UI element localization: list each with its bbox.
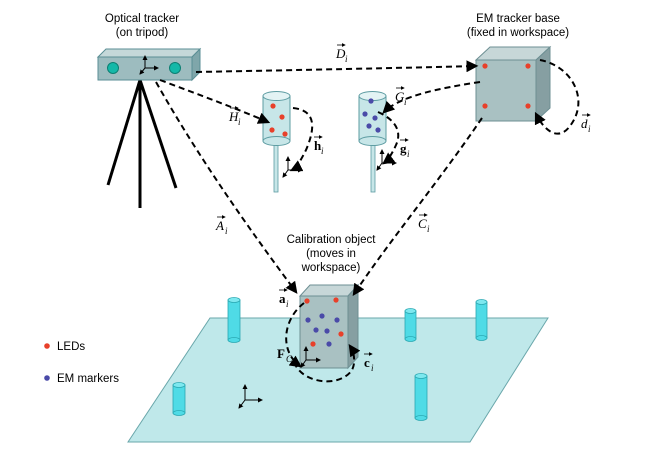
arrow-A [155, 81, 298, 294]
cylinder-5 [414, 373, 428, 421]
led-tool [262, 91, 303, 193]
svg-text:D: D [335, 46, 346, 61]
workspace-cylinders [172, 297, 488, 421]
svg-text:A: A [215, 218, 224, 233]
cylinder-2 [404, 308, 417, 342]
em-base-sublabel: (fixed in workspace) [467, 27, 569, 39]
em-tool [358, 91, 397, 193]
vector-label-G: G i [395, 86, 407, 107]
vector-label-d: d i [581, 113, 591, 134]
svg-text:C: C [418, 216, 427, 231]
cylinder-4 [172, 382, 186, 416]
vector-label-a: a i [279, 288, 289, 309]
vector-label-g: g i [400, 138, 410, 159]
legend: LEDs EM markers [44, 341, 119, 385]
svg-text:h: h [314, 138, 322, 153]
svg-text:i: i [407, 149, 410, 159]
optical-tracker-label: Optical tracker [105, 13, 179, 25]
legend-led-dot [44, 343, 50, 349]
calibration-sublabel-1: (moves in [306, 248, 356, 260]
arrow-G [382, 81, 481, 114]
svg-text:H: H [228, 109, 239, 124]
svg-text:i: i [321, 146, 324, 156]
legend-leds-label: LEDs [57, 341, 85, 353]
svg-text:a: a [279, 291, 286, 306]
arrow-d [534, 59, 580, 135]
vector-label-h: h i [314, 135, 324, 156]
frame-label-F: F C [277, 346, 293, 364]
workspace-axes [238, 384, 263, 409]
cylinder-1 [227, 297, 241, 343]
svg-text:i: i [404, 97, 407, 107]
calibration-object [298, 283, 360, 370]
vector-label-c: c i [364, 352, 374, 373]
vector-label-D: D i [335, 43, 348, 64]
svg-text:g: g [400, 141, 407, 156]
svg-text:i: i [238, 117, 241, 127]
svg-text:i: i [588, 124, 591, 134]
cylinder-3 [475, 299, 488, 341]
calibration-sublabel-2: workspace) [301, 262, 361, 274]
arrow-h [289, 107, 314, 172]
svg-text:i: i [345, 54, 348, 64]
arrow-g [377, 111, 400, 165]
vector-label-H: H i [228, 106, 241, 127]
em-base-label: EM tracker base [476, 13, 560, 25]
arrow-a [285, 302, 305, 368]
em-tracker-base [474, 45, 552, 123]
svg-text:i: i [427, 224, 430, 234]
tripod [106, 79, 178, 208]
optical-tracker [96, 47, 202, 82]
svg-text:i: i [371, 363, 374, 373]
vector-label-C: C i [418, 213, 430, 234]
arrow-D [195, 60, 479, 73]
svg-text:i: i [286, 299, 289, 309]
svg-text:C: C [286, 354, 293, 364]
optical-tracker-sublabel: (on tripod) [116, 27, 169, 39]
optical-lens-left [107, 62, 119, 74]
svg-text:i: i [225, 226, 228, 236]
svg-text:G: G [395, 89, 405, 104]
arrow-H [159, 79, 271, 124]
legend-em-label: EM markers [57, 373, 119, 385]
svg-text:F: F [277, 346, 285, 361]
arrow-C [352, 117, 483, 296]
svg-text:d: d [581, 116, 588, 131]
calibration-label: Calibration object [287, 234, 377, 246]
vector-label-A: A i [215, 215, 228, 236]
optical-lens-right [169, 62, 181, 74]
legend-em-dot [44, 375, 50, 381]
svg-text:c: c [364, 355, 370, 370]
